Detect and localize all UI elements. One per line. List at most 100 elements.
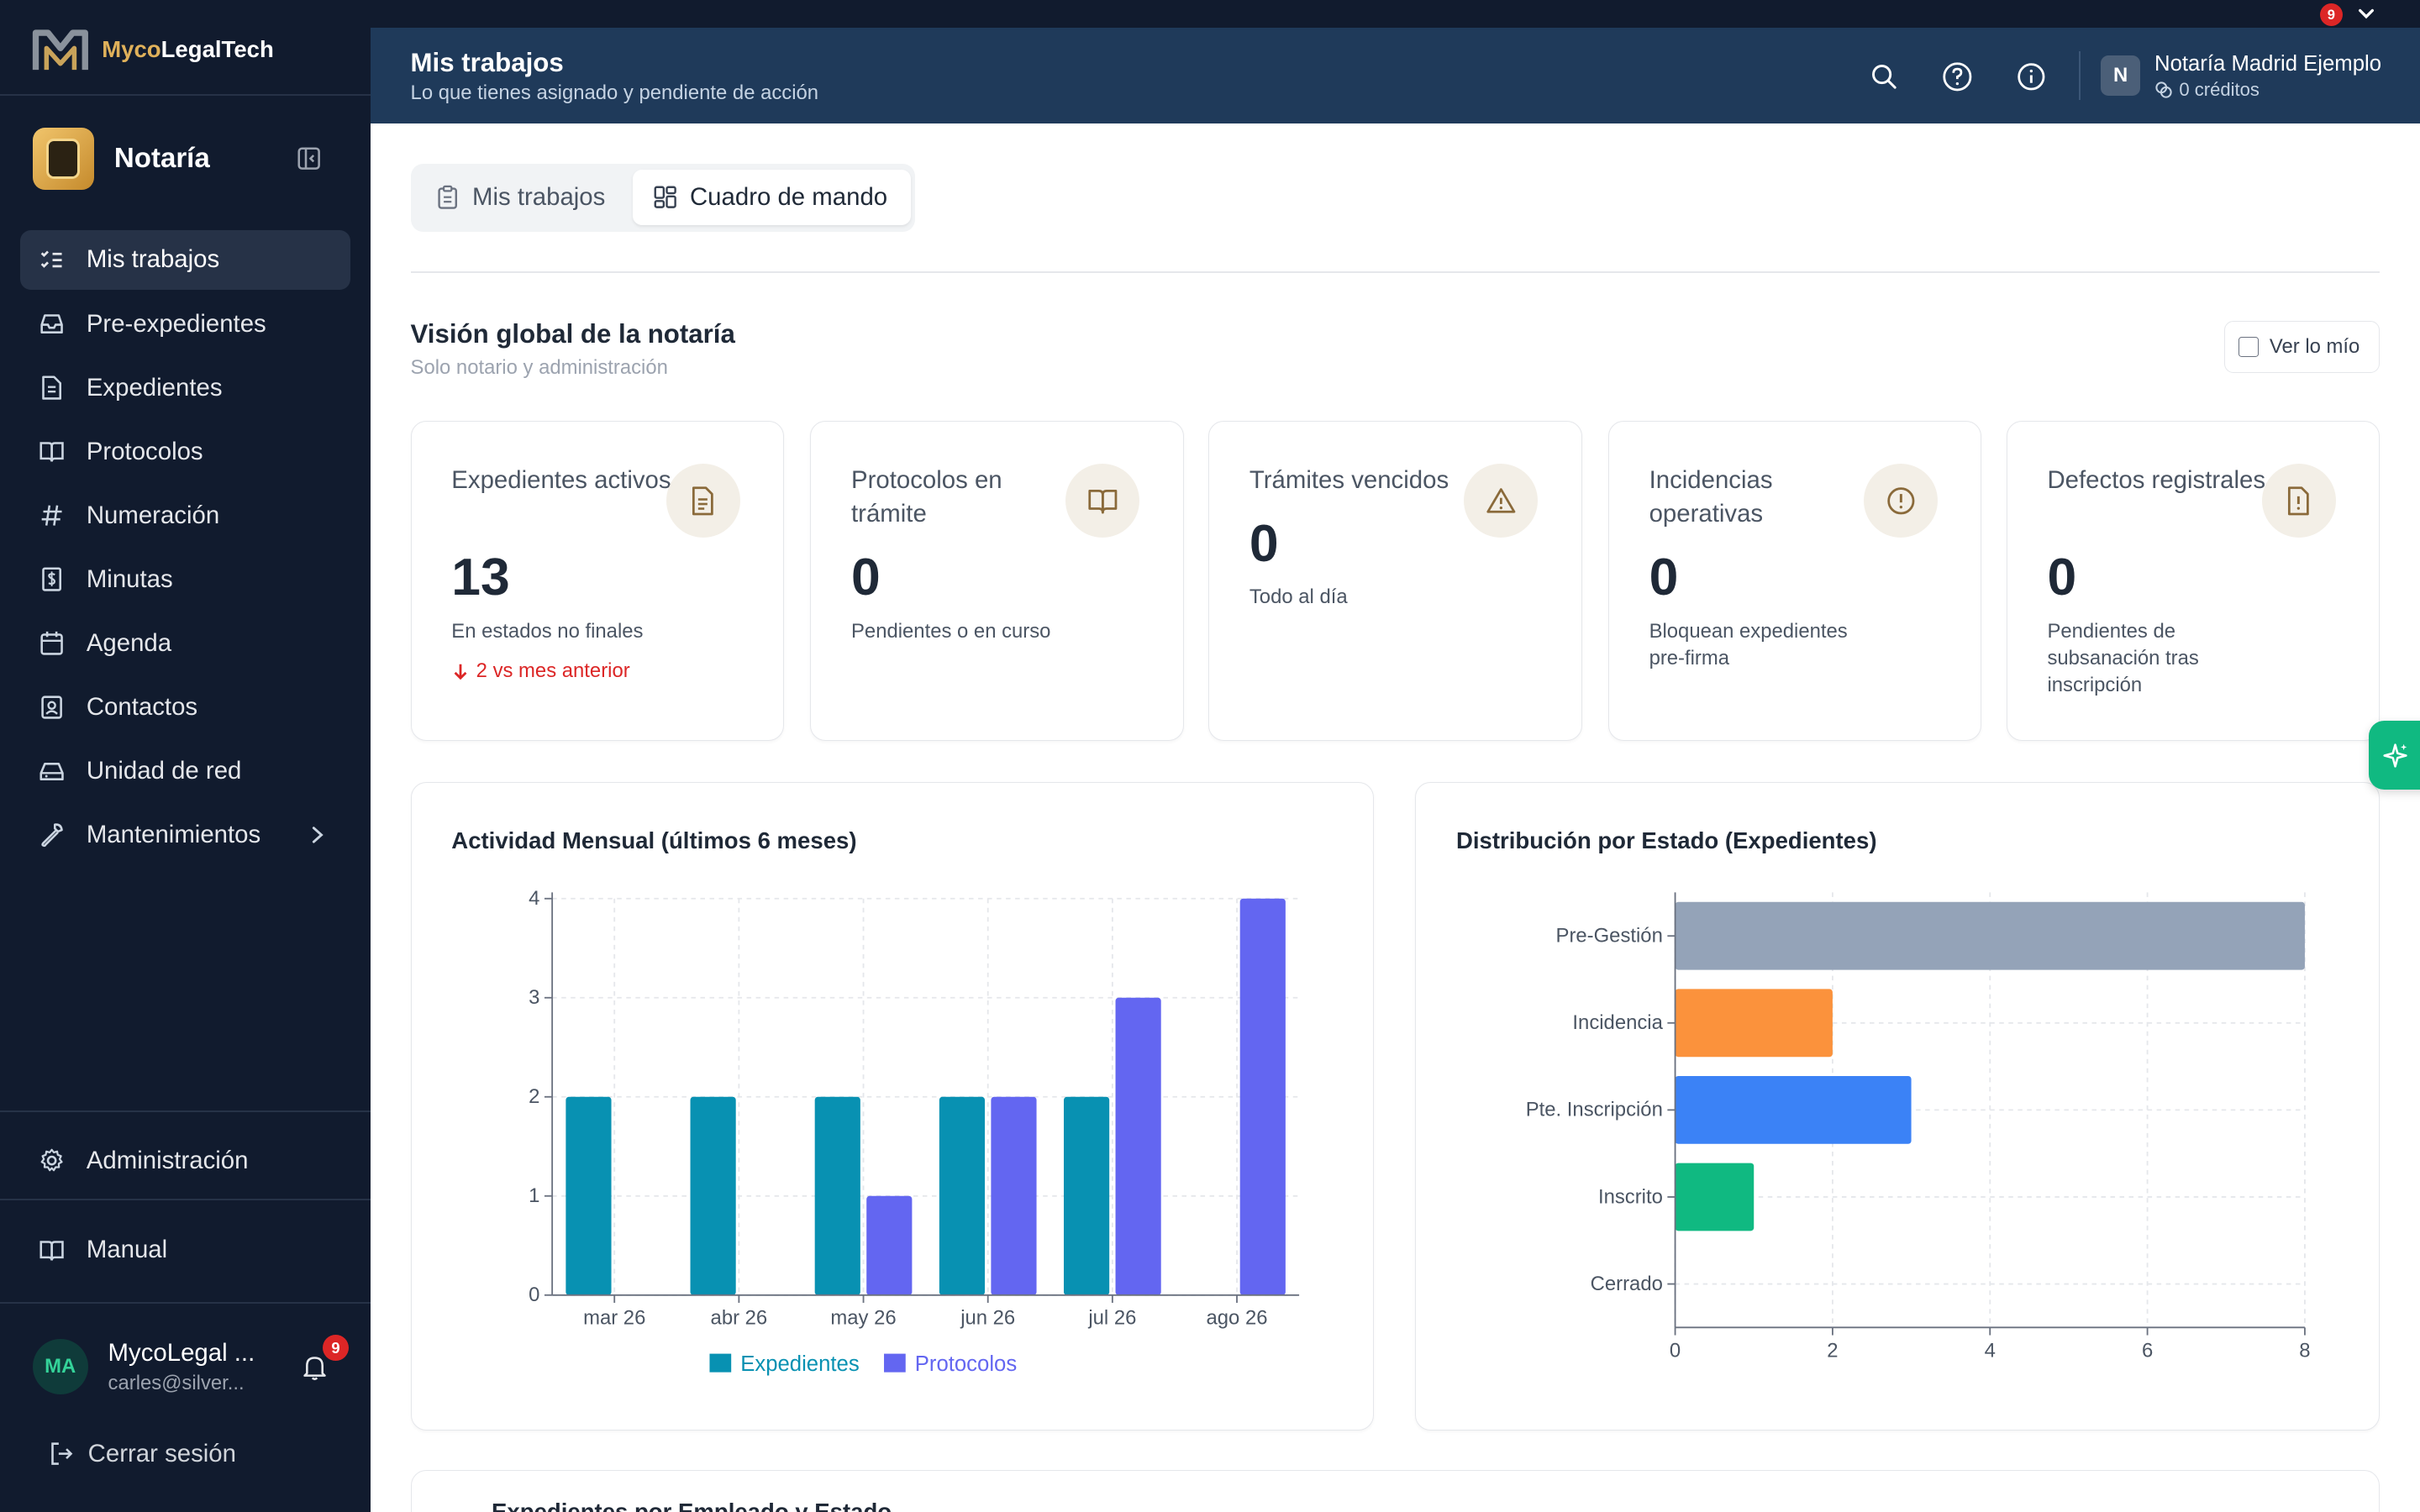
sidebar-item-mis-trabajos[interactable]: Mis trabajos bbox=[19, 229, 350, 291]
kpi-value: 0 bbox=[851, 548, 881, 607]
tab-mis-trabajos[interactable]: Mis trabajos bbox=[435, 170, 605, 225]
file-text-icon bbox=[42, 375, 61, 400]
sidebar-item-numeracion[interactable]: Numeración bbox=[20, 486, 350, 546]
section-subtitle: Solo notario y administración bbox=[410, 356, 668, 380]
legend-label: Expedientes bbox=[740, 1352, 859, 1376]
chart-card-actividad-mensual: Actividad Mensual (últimos 6 meses) 0 1 2 3… bbox=[410, 782, 1374, 1431]
avatar: MA bbox=[32, 1339, 88, 1395]
sidebar-item-pre-expedientes[interactable]: Pre-expedientes bbox=[20, 294, 350, 354]
top-strip: 9 bbox=[0, 0, 2420, 29]
x-tick-label: ago 26 bbox=[1206, 1307, 1267, 1330]
legend-label: Protocolos bbox=[914, 1352, 1016, 1376]
y-tick-label: Inscrito bbox=[1598, 1186, 1663, 1209]
status-distribution-bar-chart: 0 2 4 6 8 Pre-Gestión Incidencia Pte. Inscripci… bbox=[1526, 892, 2311, 1362]
x-tick-label: 2 bbox=[1828, 1339, 1839, 1362]
arrow-down-icon bbox=[454, 664, 467, 680]
sidebar-item-label: Unidad de red bbox=[86, 756, 242, 785]
sidebar-item-mantenimientos[interactable]: Mantenimientos bbox=[20, 805, 350, 865]
tab-label: Mis trabajos bbox=[471, 183, 606, 212]
y-tick-label: 3 bbox=[529, 986, 539, 1009]
x-tick-label: mar 26 bbox=[583, 1307, 645, 1330]
kpi-subtext: Pendientes o en curso bbox=[851, 619, 1051, 643]
kpi-icon-circle bbox=[1863, 463, 1939, 538]
workspace-selector[interactable]: Notaría bbox=[32, 128, 341, 190]
chart-card-expedientes-por-empleado: Expedientes por Empleado y Estado bbox=[410, 1470, 2381, 1512]
sidebar-item-label: Mantenimientos bbox=[86, 820, 261, 848]
legend-swatch bbox=[883, 1353, 906, 1373]
bar-pre-gesti-n bbox=[1675, 901, 2306, 970]
view-tabs: Mis trabajos Cuadro de mando bbox=[410, 163, 916, 232]
tab-cuadro-de-mando[interactable]: Cuadro de mando bbox=[633, 170, 911, 226]
y-tick-label: 1 bbox=[529, 1184, 539, 1207]
hash-icon bbox=[41, 505, 62, 526]
bell-icon[interactable] bbox=[301, 1353, 329, 1381]
section-title: Visión global de la notaría bbox=[410, 319, 735, 349]
inbox-icon bbox=[40, 314, 63, 333]
contact-icon bbox=[41, 696, 62, 719]
sidebar-item-agenda[interactable]: Agenda bbox=[20, 613, 350, 674]
brand-logo[interactable]: MycoLegalTech bbox=[31, 22, 274, 77]
logout-button[interactable]: Cerrar sesión bbox=[48, 1440, 236, 1468]
org-credits-text: 0 créditos bbox=[2179, 78, 2260, 100]
kpi-label: Incidencias operativas bbox=[1649, 465, 1773, 528]
x-tick-label: jun 26 bbox=[960, 1307, 1015, 1330]
sidebar-collapse-icon[interactable] bbox=[297, 146, 321, 171]
chart-title: Distribución por Estado (Expedientes) bbox=[1456, 827, 1877, 854]
user-profile[interactable]: MA MycoLegal ... carles@silver... 9 bbox=[32, 1334, 350, 1398]
sidebar-item-manual[interactable]: Manual bbox=[39, 1236, 167, 1264]
chevron-down-icon[interactable] bbox=[2357, 6, 2375, 21]
kpi-subtext: Todo al día bbox=[1249, 585, 1348, 609]
ver-lo-mio-checkbox[interactable]: Ver lo mío bbox=[2223, 321, 2381, 374]
kpi-label: Expedientes activos bbox=[451, 465, 671, 494]
info-icon[interactable] bbox=[2016, 61, 2047, 92]
workspace-name: Notaría bbox=[113, 143, 210, 175]
y-tick-label: 2 bbox=[529, 1085, 539, 1108]
bar-expedientes bbox=[939, 1096, 985, 1295]
kpi-icon-circle bbox=[1065, 463, 1140, 538]
gear-icon bbox=[40, 1148, 63, 1172]
wrench-icon bbox=[41, 823, 63, 848]
org-name[interactable]: Notaría Madrid Ejemplo bbox=[2154, 52, 2382, 76]
x-tick-label: abr 26 bbox=[710, 1307, 767, 1330]
chart-title: Expedientes por Empleado y Estado bbox=[492, 1499, 892, 1512]
sidebar-item-protocolos[interactable]: Protocolos bbox=[20, 422, 350, 482]
kpi-subtext: En estados no finales bbox=[451, 619, 644, 643]
sidebar-item-label: Protocolos bbox=[86, 437, 203, 465]
help-circle-icon[interactable] bbox=[1942, 61, 1973, 92]
book-open-icon bbox=[1088, 489, 1118, 514]
kpi-value: 13 bbox=[451, 548, 510, 607]
ai-assistant-button[interactable] bbox=[2369, 720, 2420, 790]
sidebar-item-administracion[interactable]: Administración bbox=[39, 1147, 248, 1175]
bar-incidencia bbox=[1675, 989, 1833, 1058]
notification-badge: 9 bbox=[322, 1334, 350, 1361]
sidebar-item-minutas[interactable]: Minutas bbox=[20, 549, 350, 610]
page-header: Mis trabajos Lo que tienes asignado y pe… bbox=[370, 28, 2420, 123]
chevron-right-icon bbox=[312, 827, 324, 843]
section-divider bbox=[410, 271, 2381, 274]
y-tick-label: 4 bbox=[529, 887, 539, 910]
top-notification-badge[interactable]: 9 bbox=[2319, 3, 2344, 27]
logout-label: Cerrar sesión bbox=[87, 1439, 236, 1467]
sidebar-item-expedientes[interactable]: Expedientes bbox=[20, 358, 350, 418]
sidebar-item-label: Contactos bbox=[86, 692, 198, 721]
workspace-icon bbox=[32, 128, 95, 190]
clipboard-icon bbox=[438, 186, 457, 210]
org-avatar[interactable]: N bbox=[2100, 55, 2141, 96]
bar-protocolos bbox=[990, 1096, 1037, 1295]
search-icon[interactable] bbox=[1869, 61, 1900, 92]
kpi-subtext: Bloquean expedientes pre-firma bbox=[1649, 619, 1848, 669]
sparkles-icon bbox=[2383, 743, 2407, 768]
bar-pte-inscripci-n bbox=[1675, 1076, 1912, 1144]
receipt-icon bbox=[42, 567, 61, 591]
sidebar: MycoLegalTech Notaría Mis trabajos Pre-e… bbox=[0, 0, 371, 1512]
sidebar-item-unidad-de-red[interactable]: Unidad de red bbox=[20, 741, 350, 801]
kpi-value: 0 bbox=[1249, 513, 1279, 573]
y-tick-label: 0 bbox=[529, 1284, 539, 1306]
checkbox-box[interactable] bbox=[2238, 337, 2260, 358]
y-tick-label: Pre-Gestión bbox=[1556, 925, 1663, 948]
hard-drive-icon bbox=[39, 763, 64, 781]
book-open-icon bbox=[39, 1240, 64, 1261]
sidebar-item-contactos[interactable]: Contactos bbox=[20, 677, 350, 738]
kpi-card-expedientes-activos: Expedientes activos 13 En estados no fin… bbox=[410, 421, 785, 741]
kpi-card-defectos-registrales: Defectos registrales 0 Pendientes de sub… bbox=[2006, 421, 2381, 741]
